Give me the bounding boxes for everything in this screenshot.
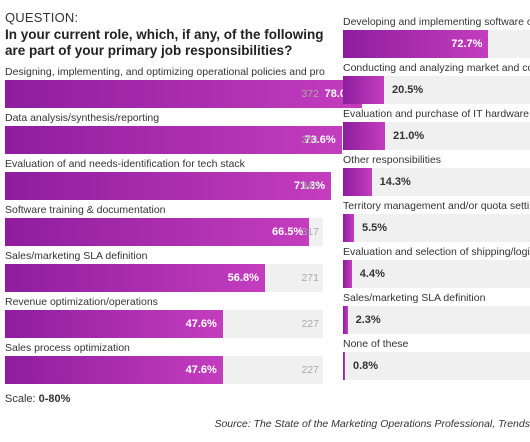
bar-label: Evaluation and selection of shipping/log… [343, 246, 530, 258]
bar-value-label: 14.3% [379, 176, 411, 188]
bar-track: 20.5% [343, 76, 530, 104]
bar-value-label: 21.0% [393, 130, 425, 142]
bar-row: Revenue optimization/operations 47.6% 227 [5, 296, 325, 342]
bar-value-label: 73.6% [304, 134, 336, 146]
bar-label: Sales process optimization [5, 342, 130, 354]
question-text: In your current role, which, if any, of … [5, 27, 324, 58]
bar-row: None of these 0.8% [343, 338, 530, 384]
bar-value-label: 71.3% [293, 180, 326, 192]
bar [343, 352, 345, 380]
bar-label: Sales/marketing SLA definition [5, 250, 148, 262]
bar [5, 218, 310, 246]
bar-label: Data analysis/synthesis/reporting [5, 112, 160, 124]
bar-count-label: 351 [301, 134, 319, 146]
bar-label: Evaluation and purchase of IT hardware [343, 108, 530, 120]
bar [343, 168, 372, 196]
bar [343, 122, 385, 150]
bar-track: 73.6% 351 [5, 126, 342, 154]
bar-label: Developing and implementing software or … [343, 16, 530, 28]
bar-track: 78.0% 372 [5, 80, 362, 108]
bar-label: Software training & documentation [5, 204, 166, 216]
scale-value: 0-80% [38, 393, 71, 405]
bar [343, 30, 489, 58]
bar-count-label: 271 [301, 272, 319, 284]
bar-track: 2.3% [343, 306, 530, 334]
bar-count-label: 340 [301, 180, 319, 192]
bar-value-label: 4.4% [359, 268, 385, 280]
bar-row: Designing, implementing, and optimizing … [5, 66, 362, 112]
bar-row: Territory management and/or quota setti 5… [343, 200, 530, 246]
bar-row: Data analysis/synthesis/reporting 73.6% 35… [5, 112, 342, 158]
bar-value-label: 2.3% [355, 314, 381, 326]
bar-label: Other responsibilities [343, 154, 442, 166]
bar-track: 0.8% [343, 352, 530, 380]
bar [5, 310, 223, 338]
scale-note: Scale: 0-80% [5, 393, 70, 405]
bar-track: 14.3% [343, 168, 530, 196]
source-note: Source: The State of the Marketing Opera… [214, 418, 530, 430]
bar [5, 264, 265, 292]
bar-track: 56.8% 271 [5, 264, 323, 292]
bar-count-label: 317 [301, 226, 319, 238]
bar [343, 260, 352, 288]
bar [343, 306, 348, 334]
bar-label: Territory management and/or quota setti [343, 200, 530, 212]
scale-label: Scale: [5, 393, 36, 405]
bar-row: Developing and implementing software or … [343, 16, 530, 62]
bar-label: Revenue optimization/operations [5, 296, 158, 308]
bar-label: None of these [343, 338, 409, 350]
bar-track: 47.6% 227 [5, 310, 323, 338]
bar-row: Software training & documentation 66.5% 31… [5, 204, 325, 250]
bar [343, 214, 354, 242]
bar-track: 72.7% [343, 30, 530, 58]
bar [343, 76, 384, 104]
bar-label: Conducting and analyzing market and com [343, 62, 530, 74]
bar-count-label: 227 [301, 364, 319, 376]
bar-label: Designing, implementing, and optimizing … [5, 66, 325, 78]
bar-row: Conducting and analyzing market and com 2… [343, 62, 530, 108]
bar-track: 66.5% 317 [5, 218, 323, 246]
bar-value-label: 5.5% [362, 222, 388, 234]
bar-value-label: 56.8% [227, 272, 259, 284]
bar-row: Evaluation and purchase of IT hardware 21… [343, 108, 530, 154]
bar [5, 356, 223, 384]
bar-row: Sales process optimization 47.6% 227 [5, 342, 325, 388]
bar [5, 172, 332, 200]
bar [5, 80, 362, 108]
bar-value-label: 20.5% [392, 84, 424, 96]
question-label: QUESTION: [5, 10, 79, 25]
bar-value-label: 0.8% [353, 360, 379, 372]
bar-count-label: 227 [301, 318, 319, 330]
bar-track: 5.5% [343, 214, 530, 242]
bar-value-label: 72.7% [451, 38, 483, 50]
bar-track: 71.3% 340 [5, 172, 332, 200]
bar [5, 126, 342, 154]
bar-row: Evaluation and selection of shipping/log… [343, 246, 530, 292]
bar-track: 47.6% 227 [5, 356, 323, 384]
bar-row: Sales/marketing SLA definition 2.3% [343, 292, 530, 338]
bar-label: Evaluation of and needs-identification f… [5, 158, 245, 170]
bar-track: 21.0% [343, 122, 530, 150]
bar-label: Sales/marketing SLA definition [343, 292, 486, 304]
bar-track: 4.4% [343, 260, 530, 288]
bar-row: Sales/marketing SLA definition 56.8% 271 [5, 250, 325, 296]
bar-value-label: 47.6% [185, 318, 217, 330]
bar-row: Other responsibilities 14.3% [343, 154, 530, 200]
bar-count-label: 372 [301, 88, 319, 100]
bar-value-label: 47.6% [185, 364, 217, 376]
bar-row: Evaluation of and needs-identification f… [5, 158, 332, 204]
bar-value-label: 66.5% [272, 226, 304, 238]
